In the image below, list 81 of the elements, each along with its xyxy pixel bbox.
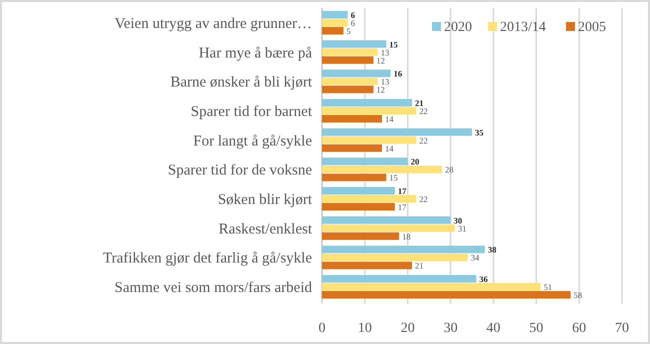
y-tick-label: Barne ønsker å bli kjørt [170, 74, 313, 91]
bar [322, 262, 412, 270]
data-label: 14 [385, 143, 394, 154]
bar [322, 10, 348, 18]
y-tick-label: Samme vei som mors/fars arbeid [114, 280, 312, 296]
bar [322, 186, 395, 194]
data-label: 14 [385, 114, 394, 124]
bar [322, 144, 382, 152]
bar [322, 254, 468, 262]
bar [322, 216, 451, 224]
y-tick-label: Trafikken gjør det farlig å gå/sykle [103, 250, 312, 267]
data-label: 34 [470, 252, 480, 263]
bar [322, 283, 541, 291]
bar [322, 203, 395, 211]
bar [322, 224, 455, 232]
data-label: 22 [419, 194, 428, 204]
data-label: 17 [398, 186, 408, 196]
data-label: 15 [389, 172, 398, 183]
y-tick-label: Søken blir kjørt [218, 192, 313, 208]
bar [322, 174, 386, 182]
data-label: 22 [419, 135, 428, 146]
data-label: 22 [419, 106, 428, 116]
bar [322, 48, 378, 56]
y-tick-label: Har mye å bære på [198, 45, 312, 62]
data-label: 38 [488, 244, 496, 255]
legend-label: 2013/14 [500, 20, 546, 35]
data-label: 18 [402, 231, 411, 242]
legend-label: 2020 [444, 20, 472, 35]
bar [322, 106, 416, 114]
bar [322, 40, 386, 48]
data-label: 12 [376, 84, 385, 95]
bar [322, 232, 400, 240]
data-label: 15 [389, 39, 398, 50]
data-label: 31 [458, 223, 466, 234]
bar [322, 246, 485, 254]
data-label: 13 [380, 47, 390, 58]
bar [322, 275, 476, 283]
x-tick-label: 30 [444, 321, 458, 336]
data-label: 21 [415, 260, 424, 271]
x-tick-label: 40 [486, 321, 500, 336]
x-tick-label: 0 [318, 321, 326, 336]
data-label: 5 [346, 26, 351, 36]
y-tick-label: Raskest/enklest [218, 221, 313, 238]
data-label: 51 [544, 282, 552, 292]
x-tick-label: 70 [615, 321, 629, 336]
y-tick-label: Sparer tid for de voksne [168, 162, 312, 179]
data-label: 6 [350, 18, 355, 28]
bar [322, 136, 416, 144]
data-label: 36 [479, 274, 488, 284]
x-tick-label: 10 [358, 321, 372, 336]
bar [322, 291, 571, 299]
data-label: 16 [394, 68, 402, 79]
bar [322, 56, 374, 64]
data-label: 35 [475, 127, 484, 138]
bar [322, 86, 374, 94]
data-label: 20 [410, 156, 420, 167]
x-tick-label: 20 [400, 321, 415, 336]
y-tick-label: Veien utrygg av andre grunner… [114, 16, 312, 32]
data-label: 13 [380, 76, 390, 87]
data-label: 17 [398, 202, 406, 212]
bar [322, 115, 382, 123]
bar [322, 18, 348, 26]
y-tick-label: For langt å gå/sykle [193, 133, 312, 150]
bar [322, 166, 442, 174]
y-tick-label: Sparer tid for barnet [190, 104, 313, 120]
data-label: 21 [415, 98, 424, 108]
bar [322, 70, 391, 78]
x-tick-label: 60 [572, 321, 586, 336]
data-label: 6 [350, 10, 355, 20]
bar [322, 158, 408, 166]
data-label: 12 [376, 55, 385, 66]
data-label: 28 [445, 164, 454, 175]
bar [322, 78, 378, 86]
bar [322, 98, 412, 106]
x-tick-label: 50 [529, 321, 544, 336]
bar [322, 195, 416, 203]
data-label: 30 [454, 215, 462, 226]
legend-label: 2005 [578, 20, 606, 35]
bar [322, 26, 344, 34]
data-label: 58 [574, 290, 582, 300]
bar [322, 128, 472, 136]
